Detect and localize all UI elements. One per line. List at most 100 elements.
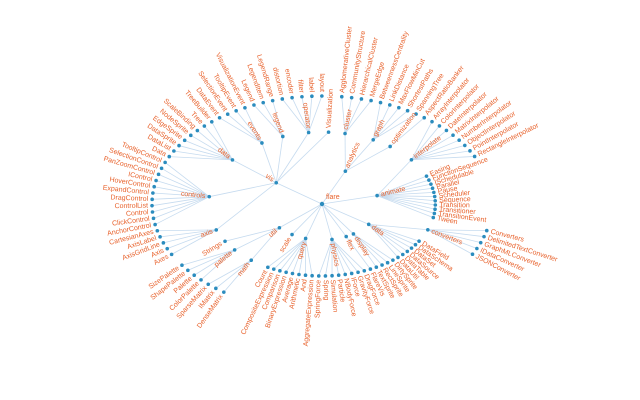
link — [227, 113, 263, 144]
node-dot — [409, 157, 414, 162]
node-dot — [209, 119, 214, 124]
link — [427, 229, 487, 231]
node-dot — [151, 191, 155, 195]
node-dot — [167, 154, 172, 159]
node-dot — [274, 180, 279, 185]
link — [341, 96, 346, 134]
leaf-label: SpringForce — [314, 280, 322, 318]
link — [411, 150, 471, 161]
node-dot — [159, 166, 164, 171]
link — [279, 238, 306, 272]
link — [171, 229, 217, 255]
node-dot — [343, 272, 348, 277]
leaf-label: And — [300, 279, 309, 292]
link — [411, 139, 460, 161]
link — [427, 229, 481, 244]
link — [187, 249, 235, 271]
link — [345, 139, 374, 172]
link — [377, 195, 436, 206]
link — [331, 239, 359, 273]
link — [368, 224, 408, 252]
node-dot — [475, 246, 479, 251]
link — [204, 125, 233, 161]
link — [262, 102, 284, 137]
links — [151, 95, 487, 293]
link — [372, 107, 400, 141]
leaf-label: Sequence — [439, 196, 471, 204]
node-dot — [243, 105, 247, 110]
link — [389, 117, 425, 147]
link — [368, 223, 420, 242]
node-dot — [433, 198, 438, 203]
link — [368, 224, 404, 255]
link — [331, 239, 353, 274]
node-dot — [351, 232, 356, 236]
leaf-label: Strings — [201, 240, 224, 258]
branch-label: physics — [329, 243, 340, 268]
node-dot — [432, 190, 436, 195]
node-dot — [482, 234, 486, 239]
link — [411, 130, 447, 161]
link — [151, 196, 210, 207]
link — [267, 238, 306, 268]
link — [184, 139, 233, 161]
link — [281, 98, 309, 133]
link — [152, 196, 210, 213]
node-dot — [385, 260, 390, 265]
node-dot — [310, 273, 314, 278]
link — [373, 113, 417, 141]
node-dot — [380, 263, 384, 267]
link — [376, 175, 427, 196]
link — [377, 183, 432, 196]
link — [321, 203, 347, 237]
branch-label: optimization — [390, 111, 418, 145]
node-dot — [151, 216, 156, 221]
node-dot — [316, 274, 321, 278]
node-dot — [336, 273, 341, 278]
node-dot — [261, 100, 266, 105]
nodes: flareanalyticsclusterAgglomerativeCluste… — [102, 25, 558, 346]
branch-label: interpolate — [413, 135, 443, 161]
link — [372, 110, 408, 141]
node-dot — [426, 227, 430, 232]
node-dot — [297, 272, 301, 277]
link — [345, 146, 391, 172]
link — [331, 239, 365, 272]
link — [178, 145, 233, 161]
link — [163, 229, 217, 244]
node-dot — [391, 258, 395, 262]
node-dot — [303, 273, 308, 278]
node-dot — [378, 100, 383, 105]
node-dot — [470, 252, 475, 257]
node-dot — [207, 194, 212, 199]
node-dot — [260, 141, 264, 145]
leaf-label: Scheduler — [438, 190, 471, 200]
link — [152, 196, 210, 200]
branch-label: animate — [380, 186, 406, 199]
branch-label: operator — [301, 102, 311, 129]
node-dot — [330, 237, 334, 242]
link — [411, 121, 433, 160]
node-dot — [396, 255, 400, 260]
branch-label: converters — [430, 228, 463, 246]
node-dot — [249, 258, 254, 263]
leaf-label: label — [307, 77, 315, 93]
link — [353, 233, 394, 261]
link — [234, 227, 280, 251]
node-dot — [343, 169, 348, 174]
link — [411, 134, 454, 161]
link — [250, 227, 280, 261]
node-dot — [330, 273, 334, 278]
link — [161, 167, 210, 198]
node-dot — [362, 268, 367, 273]
link — [215, 259, 252, 289]
link — [211, 121, 233, 161]
link — [154, 186, 210, 198]
node-dot — [271, 267, 276, 271]
node-dot — [427, 178, 431, 182]
node-dot — [303, 236, 308, 241]
link — [411, 145, 465, 161]
branch-label: cluster — [343, 108, 354, 130]
node-dot — [172, 149, 176, 153]
node-dot — [223, 239, 227, 244]
